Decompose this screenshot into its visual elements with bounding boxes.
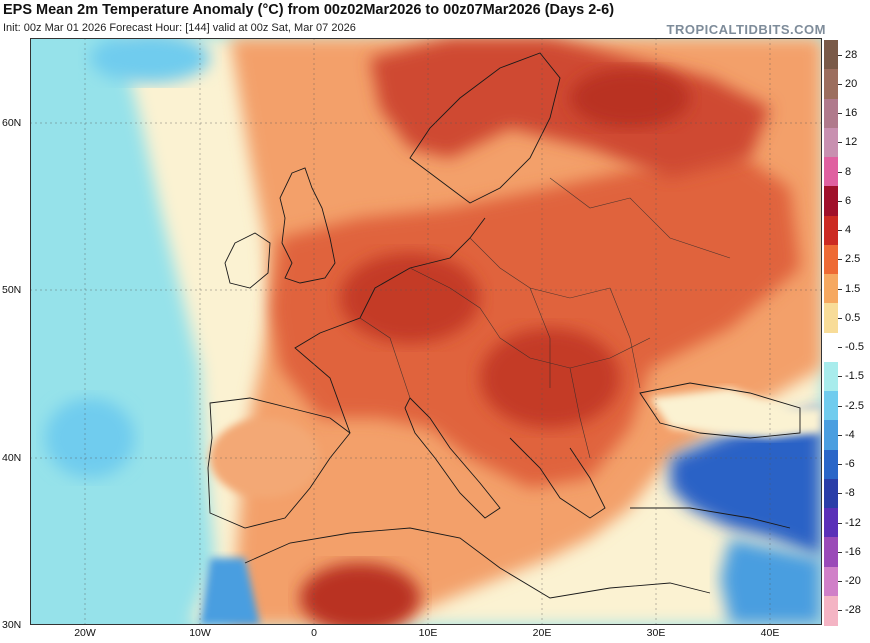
colorbar-tick xyxy=(838,83,842,85)
colorbar-label: 16 xyxy=(845,107,858,120)
colorbar-tick xyxy=(838,54,842,56)
colorbar-tick xyxy=(838,347,842,349)
colorbar-tick xyxy=(838,113,842,115)
turkey-cold-anomaly xyxy=(670,408,822,558)
atlantic-cool-patch xyxy=(45,398,135,478)
central-europe-very-hot xyxy=(340,253,480,343)
lat-label-30n: 30N xyxy=(2,619,22,631)
colorbar-label: -6 xyxy=(845,458,855,471)
black-sea-neutral xyxy=(650,388,822,438)
hot-core-europe xyxy=(270,148,800,488)
colorbar-label: -20 xyxy=(845,575,861,588)
colorbar-tick xyxy=(838,171,842,173)
colorbar-label: -0.5 xyxy=(845,341,864,354)
colorbar-label: 12 xyxy=(845,136,858,149)
brand-watermark: TROPICALTIDBITS.COM xyxy=(666,22,826,37)
header: EPS Mean 2m Temperature Anomaly (°C) fro… xyxy=(0,0,870,38)
colorbar-swatch xyxy=(824,361,838,392)
colorbar-label: -1.5 xyxy=(845,370,864,383)
anomaly-map xyxy=(30,38,822,625)
colorbar-label: -12 xyxy=(845,516,861,529)
colorbar-swatch xyxy=(824,595,838,626)
lon-label-30e: 30E xyxy=(646,627,666,639)
lon-label-0: 0 xyxy=(311,627,317,639)
colorbar: 28 20 16 12 8 6 4 2.5 1.5 0.5 -0.5 -1.5 -2.5 -4 -6 -8 -1… xyxy=(824,40,870,626)
colorbar-tick xyxy=(838,288,842,290)
lat-label-40n: 40N xyxy=(2,452,22,464)
country-borders xyxy=(359,177,731,459)
colorbar-swatch xyxy=(824,215,838,246)
colorbar-tick xyxy=(838,200,842,202)
lon-label-10w: 10W xyxy=(189,627,211,639)
lon-label-10e: 10E xyxy=(418,627,438,639)
colorbar-swatch xyxy=(824,69,838,99)
colorbar-tick xyxy=(838,581,842,583)
lon-label-20w: 20W xyxy=(74,627,96,639)
colorbar-label: 8 xyxy=(845,165,852,178)
colorbar-label: -8 xyxy=(845,487,855,500)
colorbar-swatch xyxy=(824,244,838,275)
colorbar-tick xyxy=(838,434,842,436)
middle-east-cool xyxy=(720,538,822,625)
graticule xyxy=(30,38,822,625)
colorbar-label: 6 xyxy=(845,194,852,207)
colorbar-swatch xyxy=(824,157,838,187)
russia-very-hot xyxy=(570,68,690,128)
lon-label-20e: 20E xyxy=(532,627,552,639)
lat-label-50n: 50N xyxy=(2,284,22,296)
sahara-very-hot xyxy=(300,563,420,625)
colorbar-tick xyxy=(838,522,842,524)
colorbar-swatch xyxy=(824,391,838,421)
colorbar-label: -2.5 xyxy=(845,399,864,412)
map-title: EPS Mean 2m Temperature Anomaly (°C) fro… xyxy=(3,2,615,18)
colorbar-tick xyxy=(838,493,842,495)
colorbar-swatch xyxy=(824,449,838,480)
colorbar-label: 1.5 xyxy=(845,282,861,295)
colorbar-tick xyxy=(838,551,842,553)
colorbar-label: -28 xyxy=(845,604,861,617)
colorbar-tick xyxy=(838,610,842,612)
colorbar-tick xyxy=(838,464,842,466)
colorbar-label: 20 xyxy=(845,77,858,90)
colorbar-swatch xyxy=(824,303,838,333)
coastlines xyxy=(207,52,801,599)
colorbar-swatch xyxy=(824,566,838,597)
colorbar-label: 28 xyxy=(845,48,858,61)
colorbar-label: 0.5 xyxy=(845,311,861,324)
colorbar-tick xyxy=(838,405,842,407)
init-info: Init: 00z Mar 01 2026 Forecast Hour: [14… xyxy=(3,22,356,34)
colorbar-label: 2.5 xyxy=(845,253,861,266)
colorbar-swatch xyxy=(824,420,838,450)
colorbar-swatch xyxy=(824,186,838,216)
colorbar-tick xyxy=(838,259,842,261)
colorbar-label: -4 xyxy=(845,428,855,441)
colorbar-tick xyxy=(838,317,842,319)
colorbar-label: -16 xyxy=(845,545,861,558)
colorbar-label: 4 xyxy=(845,224,852,237)
map-canvas xyxy=(30,38,822,625)
colorbar-tick xyxy=(838,376,842,378)
colorbar-swatch xyxy=(824,332,838,363)
colorbar-swatch xyxy=(824,127,838,158)
morocco-cold xyxy=(200,558,260,625)
colorbar-swatch xyxy=(824,508,838,538)
lat-label-60n: 60N xyxy=(2,117,22,129)
colorbar-swatch xyxy=(824,40,838,70)
colorbar-swatch xyxy=(824,478,838,509)
lon-label-40e: 40E xyxy=(760,627,780,639)
colorbar-tick xyxy=(838,230,842,232)
north-atlantic-cool xyxy=(90,38,210,83)
colorbar-tick xyxy=(838,142,842,144)
colorbar-swatch xyxy=(824,274,838,304)
scandinavia-hot xyxy=(370,38,770,178)
colorbar-swatch xyxy=(824,98,838,129)
colorbar-swatch xyxy=(824,537,838,567)
